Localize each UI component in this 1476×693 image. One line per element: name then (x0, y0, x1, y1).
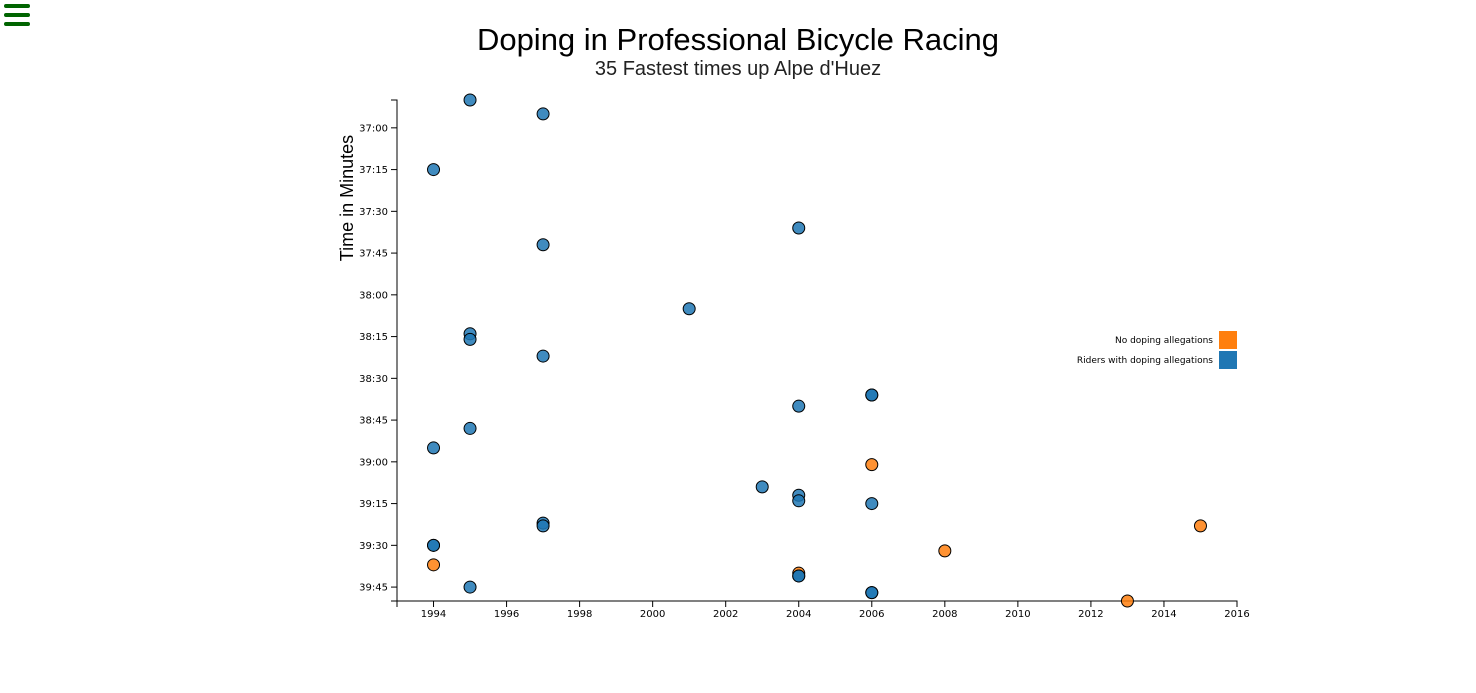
data-point[interactable] (682, 302, 696, 316)
data-point[interactable] (792, 399, 806, 413)
x-tick: 2006 (859, 601, 885, 620)
data-point[interactable] (865, 586, 879, 600)
data-point[interactable] (536, 519, 550, 533)
legend-swatch (1219, 331, 1237, 349)
menu-bar-line (4, 4, 30, 8)
x-tick-label: 2004 (786, 609, 811, 620)
legend: No doping allegations Riders with doping … (1077, 331, 1237, 369)
y-tick-label: 39:15 (359, 499, 388, 510)
x-tick-label: 2006 (859, 609, 884, 620)
x-tick: 1994 (421, 601, 446, 620)
y-tick: 38:00 (359, 290, 397, 301)
y-tick-label: 38:45 (359, 416, 388, 427)
x-tick-label: 2014 (1151, 609, 1176, 620)
y-axis-label: Time in Minutes (337, 135, 357, 261)
data-point[interactable] (463, 421, 477, 435)
y-tick-label: 38:15 (359, 332, 388, 343)
x-tick-label: 1998 (567, 609, 592, 620)
menu-bar-line (4, 22, 30, 26)
chart-subtitle: 35 Fastest times up Alpe d'Huez (594, 58, 882, 80)
y-tick: 39:30 (359, 541, 397, 552)
legend-label: No doping allegations (1115, 336, 1213, 346)
y-tick: 38:15 (359, 332, 397, 343)
data-point[interactable] (427, 163, 441, 177)
menu-bar-line (4, 13, 30, 17)
legend-item: Riders with doping allegations (1077, 351, 1237, 369)
x-tick: 1998 (567, 601, 592, 620)
data-point[interactable] (427, 558, 441, 572)
data-point[interactable] (865, 497, 879, 511)
data-point[interactable] (536, 107, 550, 121)
data-point[interactable] (792, 221, 806, 235)
y-tick: 39:15 (359, 499, 397, 510)
data-point[interactable] (427, 538, 441, 552)
data-point[interactable] (463, 93, 477, 107)
y-tick: 37:15 (359, 165, 397, 176)
y-tick: 38:30 (359, 374, 397, 385)
y-tick-label: 38:30 (359, 374, 388, 385)
data-point[interactable] (463, 580, 477, 594)
legend-swatch (1219, 351, 1237, 369)
data-points (427, 93, 1207, 608)
x-tick-label: 1996 (494, 609, 519, 620)
y-tick: 39:00 (359, 457, 397, 468)
x-tick-label: 2012 (1078, 609, 1103, 620)
x-tick: 2012 (1078, 601, 1104, 620)
y-tick-label: 39:00 (359, 457, 388, 468)
y-tick: 37:30 (359, 207, 397, 218)
y-tick-label: 37:15 (359, 165, 388, 176)
y-tick: 37:45 (359, 249, 397, 260)
data-point[interactable] (865, 388, 879, 402)
x-tick-label: 2002 (713, 609, 738, 620)
data-point[interactable] (938, 544, 952, 558)
data-point[interactable] (755, 480, 769, 494)
y-tick: 38:45 (359, 416, 397, 427)
hamburger-menu-icon[interactable] (4, 4, 30, 28)
legend-item: No doping allegations (1115, 331, 1237, 349)
legend-label: Riders with doping allegations (1077, 356, 1213, 366)
y-tick-label: 37:45 (359, 249, 388, 260)
data-point[interactable] (536, 349, 550, 363)
x-tick-label: 1994 (421, 609, 446, 620)
x-tick-label: 2016 (1224, 609, 1249, 620)
x-axis: 1994 1996 1998 2000 2002 2004 2006 2008 2010 2012… (396, 600, 1250, 620)
data-point[interactable] (427, 441, 441, 455)
x-tick-label: 2010 (1005, 609, 1030, 620)
y-tick-label: 39:45 (359, 583, 388, 594)
y-tick-label: 37:00 (359, 123, 388, 134)
y-tick: 39:45 (359, 583, 397, 594)
x-tick-label: 2000 (640, 609, 665, 620)
y-axis: 37:00 37:15 37:30 37:45 38:00 38:15 38:30 38:45… (359, 99, 398, 602)
y-tick: 37:00 (359, 123, 397, 134)
x-tick: 2014 (1151, 601, 1177, 620)
x-tick: 2016 (1224, 601, 1250, 620)
x-tick: 2008 (932, 601, 958, 620)
x-tick: 2000 (640, 601, 665, 620)
y-tick-label: 38:00 (359, 290, 388, 301)
data-point[interactable] (536, 238, 550, 252)
x-tick: 2010 (1005, 601, 1031, 620)
data-point[interactable] (792, 569, 806, 583)
data-point[interactable] (865, 458, 879, 472)
y-tick-label: 39:30 (359, 541, 388, 552)
chart-title: Doping in Professional Bicycle Racing (476, 22, 1000, 57)
data-point[interactable] (792, 494, 806, 508)
data-point[interactable] (1193, 519, 1207, 533)
x-tick: 2002 (713, 601, 738, 620)
y-tick-label: 37:30 (359, 207, 388, 218)
x-tick-label: 2008 (932, 609, 957, 620)
x-tick: 2004 (786, 601, 811, 620)
data-point[interactable] (1120, 594, 1134, 608)
data-point[interactable] (463, 332, 477, 346)
x-tick: 1996 (494, 601, 519, 620)
